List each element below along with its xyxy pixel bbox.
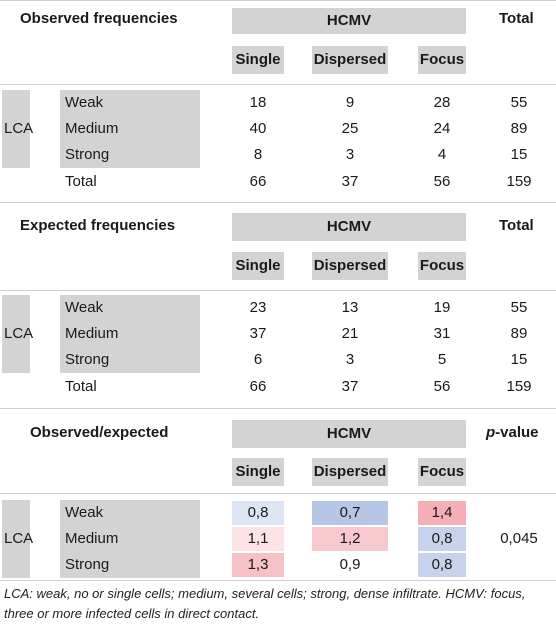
- section2-medium-total: 89: [510, 325, 528, 342]
- pvalue-header-italic: p: [486, 424, 496, 441]
- section2-weak-focus: 19: [433, 299, 451, 316]
- section2-row-weak-label: Weak: [65, 299, 104, 316]
- section1-col-single: Single: [232, 46, 284, 74]
- section2-lca-label: LCA: [4, 325, 34, 342]
- section3-col-dispersed: Dispersed: [312, 458, 388, 486]
- section1-strong-single: 8: [253, 146, 263, 163]
- section3-medium-dispersed: 1,2: [312, 527, 388, 551]
- section1-total-header: Total: [499, 10, 534, 27]
- section3-medium-focus: 0,8: [418, 527, 466, 551]
- section2-title: Expected frequencies: [20, 217, 176, 234]
- section2-grand-total: 159: [506, 378, 532, 395]
- section2-col-dispersed: Dispersed: [312, 252, 388, 280]
- section1-medium-single: 40: [249, 120, 267, 137]
- section3-strong-single: 1,3: [232, 553, 284, 577]
- section3-hcmv-header: HCMV: [232, 420, 466, 448]
- section3-pvalue-header: p-value: [486, 424, 539, 442]
- section1-total-dispersed: 37: [341, 173, 359, 190]
- section2-medium-single: 37: [249, 325, 267, 342]
- section2-weak-dispersed: 13: [341, 299, 359, 316]
- section3-weak-single: 0,8: [232, 501, 284, 525]
- section1-strong-focus: 4: [437, 146, 447, 163]
- section1-total-focus: 56: [433, 173, 451, 190]
- section1-weak-focus: 28: [433, 94, 451, 111]
- section2-lca-bar: [2, 295, 30, 373]
- section2-strong-total: 15: [510, 351, 528, 368]
- section1-rowlabel-bg: [60, 90, 200, 168]
- section2-strong-single: 6: [253, 351, 263, 368]
- section1-strong-total: 15: [510, 146, 528, 163]
- section3-row-weak-label: Weak: [65, 504, 104, 521]
- rule-s2-header: [0, 290, 556, 291]
- section1-lca-bar: [2, 90, 30, 168]
- section1-row-strong-label: Strong: [65, 146, 110, 163]
- section2-total-row-label: Total: [65, 378, 97, 395]
- section2-row-strong-label: Strong: [65, 351, 110, 368]
- section3-row-strong-label: Strong: [65, 556, 110, 573]
- section1-total-row-label: Total: [65, 173, 97, 190]
- section2-row-medium-label: Medium: [65, 325, 119, 342]
- section2-hcmv-header: HCMV: [232, 213, 466, 241]
- section3-pvalue: 0,045: [500, 530, 538, 547]
- section2-col-single: Single: [232, 252, 284, 280]
- rule-s1-end: [0, 202, 556, 203]
- section3-medium-single: 1,1: [232, 527, 284, 551]
- section2-rowlabel-bg: [60, 295, 200, 373]
- section3-lca-bar: [2, 500, 30, 578]
- section2-total-header: Total: [499, 217, 534, 234]
- pvalue-header-rest: -value: [495, 424, 539, 441]
- section1-medium-focus: 24: [433, 120, 451, 137]
- section1-row-medium-label: Medium: [65, 120, 119, 137]
- section2-total-dispersed: 37: [341, 378, 359, 395]
- section3-col-single: Single: [232, 458, 284, 486]
- rule-top: [0, 0, 556, 1]
- section2-strong-focus: 5: [437, 351, 447, 368]
- section3-weak-dispersed: 0,7: [312, 501, 388, 525]
- section1-title: Observed frequencies: [20, 10, 178, 27]
- rule-s3-end: [0, 580, 556, 581]
- section2-strong-dispersed: 3: [345, 351, 355, 368]
- section3-rowlabel-bg: [60, 500, 200, 578]
- rule-s3-header: [0, 493, 556, 494]
- section2-col-focus: Focus: [418, 252, 466, 280]
- section1-strong-dispersed: 3: [345, 146, 355, 163]
- section1-weak-dispersed: 9: [345, 94, 355, 111]
- rule-s2-end: [0, 408, 556, 409]
- section1-medium-dispersed: 25: [341, 120, 359, 137]
- section2-weak-single: 23: [249, 299, 267, 316]
- section1-lca-label: LCA: [4, 120, 34, 137]
- section1-weak-total: 55: [510, 94, 528, 111]
- section3-title: Observed/expected: [30, 424, 169, 441]
- section1-medium-total: 89: [510, 120, 528, 137]
- section2-weak-total: 55: [510, 299, 528, 316]
- section3-weak-focus: 1,4: [418, 501, 466, 525]
- section3-lca-label: LCA: [4, 530, 34, 547]
- section2-medium-dispersed: 21: [341, 325, 359, 342]
- section2-total-single: 66: [249, 378, 267, 395]
- section3-col-focus: Focus: [418, 458, 466, 486]
- section1-total-single: 66: [249, 173, 267, 190]
- section3-row-medium-label: Medium: [65, 530, 119, 547]
- section1-col-dispersed: Dispersed: [312, 46, 388, 74]
- section3-strong-dispersed: 0,9: [312, 553, 388, 577]
- table-caption: LCA: weak, no or single cells; medium, s…: [4, 586, 526, 621]
- section1-col-focus: Focus: [418, 46, 466, 74]
- section1-hcmv-header: HCMV: [232, 8, 466, 34]
- section2-total-focus: 56: [433, 378, 451, 395]
- section1-row-weak-label: Weak: [65, 94, 104, 111]
- section1-weak-single: 18: [249, 94, 267, 111]
- rule-s1-header: [0, 84, 556, 85]
- section2-medium-focus: 31: [433, 325, 451, 342]
- section3-strong-focus: 0,8: [418, 553, 466, 577]
- section1-grand-total: 159: [506, 173, 532, 190]
